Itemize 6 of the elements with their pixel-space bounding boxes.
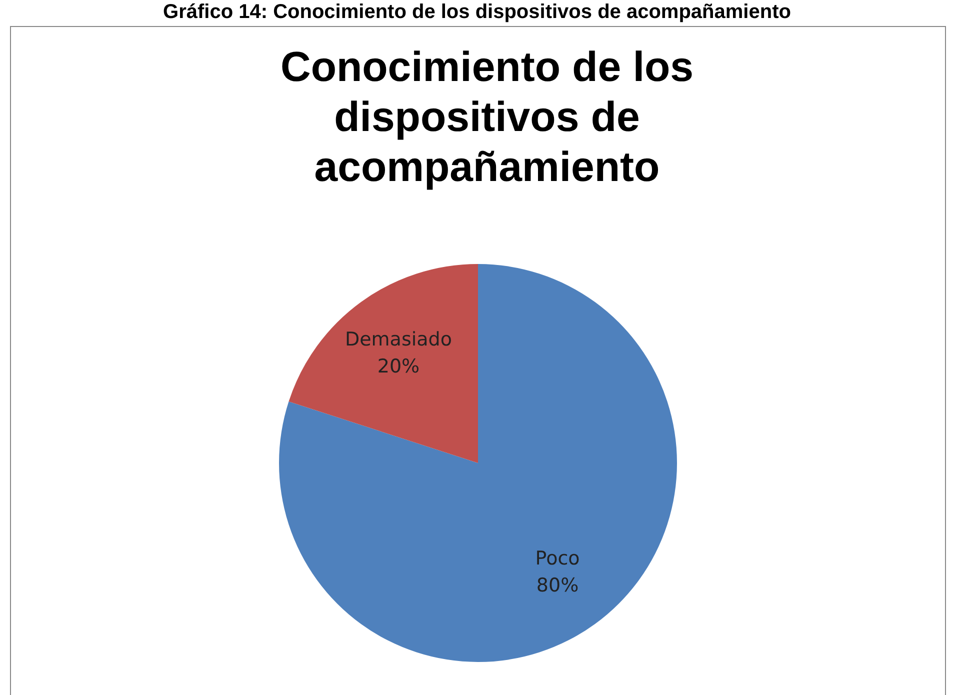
slice-label: Poco — [535, 547, 580, 570]
data-label: 20% — [377, 355, 420, 378]
slice-label: Demasiado — [344, 328, 452, 350]
chart-title: Conocimiento de los dispositivos de acompañamiento — [279, 42, 695, 192]
data-label: 80% — [536, 574, 579, 596]
text: Gráfico 14: Conocimiento de los dispositivos de acompañamiento — [162, 0, 792, 24]
